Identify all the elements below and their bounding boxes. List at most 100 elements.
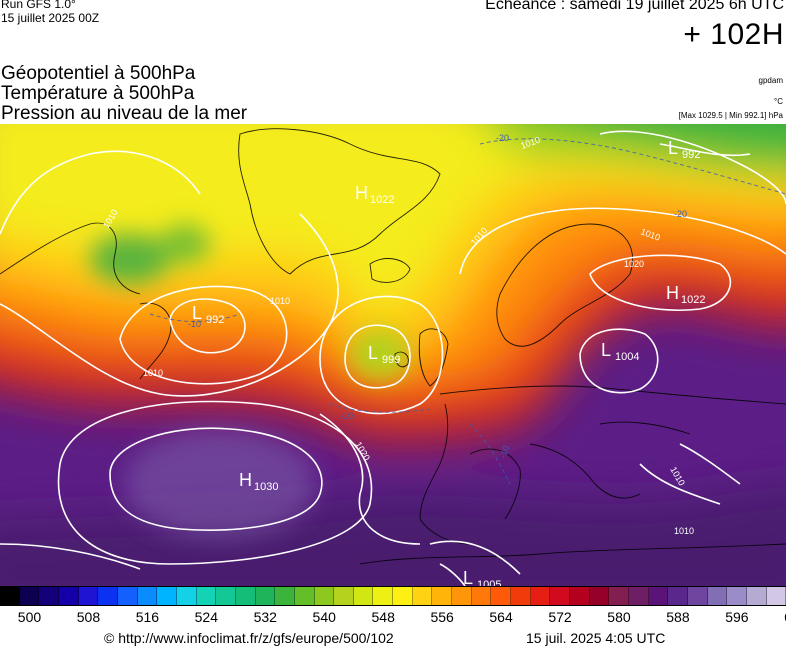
colorbar-tick-label: 556 <box>430 609 454 625</box>
temperature-label: -10 <box>188 319 201 329</box>
colorbar-tick-label: 524 <box>194 609 218 625</box>
coastlines <box>0 128 786 565</box>
colorbar-tick-label: 500 <box>17 609 42 625</box>
colorbar-swatch <box>648 587 669 605</box>
temperature-label: -10 <box>340 411 353 421</box>
colorbar-swatch <box>432 587 453 605</box>
colorbar-swatch <box>511 587 531 605</box>
colorbar-tick-label: 604 <box>784 609 786 625</box>
colorbar-swatch <box>766 587 786 605</box>
colorbar-swatch <box>550 587 571 605</box>
colorbar-swatch <box>314 587 335 605</box>
colorbar-swatch <box>117 587 138 605</box>
temperature-label: -10 <box>497 444 511 460</box>
colorbar-swatch <box>58 587 79 605</box>
colorbar-swatch <box>746 587 767 605</box>
generated-timestamp: 15 juil. 2025 4:05 UTC <box>526 630 666 646</box>
cold-cores <box>90 224 410 379</box>
colorbar-swatch <box>78 587 99 605</box>
colorbar-swatch <box>373 587 394 605</box>
unit-geopotential: gpdam <box>758 76 783 85</box>
pressure-center-type: L <box>368 343 378 363</box>
unit-temperature: °C <box>774 97 783 106</box>
isobars <box>0 130 786 586</box>
valid-time-label: Echéance : samedi 19 juillet 2025 6h UTC <box>485 0 784 13</box>
isobar-label: 1010 <box>270 296 290 306</box>
colorbar-tick-label: 508 <box>76 609 101 625</box>
colorbar-tick-label: 564 <box>489 609 513 625</box>
source-url[interactable]: © http://www.infoclimat.fr/z/gfs/europe/… <box>104 630 394 646</box>
colorbar-swatch <box>471 587 492 605</box>
colorbar-swatch <box>196 587 217 605</box>
colorbar-swatch <box>491 587 512 605</box>
pressure-center-value: 1004 <box>615 351 639 363</box>
colorbar-swatch <box>570 587 590 605</box>
pressure-center-type: H <box>666 283 679 303</box>
colorbar-swatch <box>39 587 59 605</box>
forecast-lead-label: + 102H <box>683 18 784 51</box>
pressure-center-type: H <box>239 470 252 490</box>
title-temperature: Température à 500hPa <box>1 83 195 104</box>
pressure-center-value: 1022 <box>370 194 394 206</box>
pressure-center-value: 1005 <box>477 579 501 586</box>
pressure-center-value: 992 <box>206 314 224 326</box>
colorbar-swatch <box>393 587 413 605</box>
colorbar-swatch <box>176 587 197 605</box>
colorbar-tick-label: 548 <box>371 609 395 625</box>
colorbar-tick-label: 596 <box>725 609 749 625</box>
isobar-label: 1020 <box>624 259 644 269</box>
colorbar-swatch <box>589 587 610 605</box>
colorbar-swatch <box>452 587 472 605</box>
pressure-centers: H 1030 H 1022 H 1022 L 992 L 992 L 999 L… <box>192 138 705 586</box>
colorbar-swatch <box>707 587 728 605</box>
colorbar-tick-label: 588 <box>666 609 690 625</box>
warm-dome <box>125 429 315 539</box>
temperature-label: -20 <box>496 133 509 143</box>
colorbar <box>0 586 786 606</box>
pressure-center-value: 992 <box>682 149 700 161</box>
colorbar-swatch <box>235 587 256 605</box>
colorbar-swatch <box>727 587 747 605</box>
colorbar-tick-label: 572 <box>548 609 572 625</box>
pressure-center-value: 1030 <box>254 481 278 493</box>
colorbar-swatch <box>334 587 354 605</box>
run-label: Run GFS 1.0° <box>1 0 76 11</box>
forecast-map: H 1030 H 1022 H 1022 L 992 L 992 L 999 L… <box>0 124 786 586</box>
colorbar-swatch <box>687 587 708 605</box>
pressure-center-type: L <box>601 340 611 360</box>
run-date: 15 juillet 2025 00Z <box>1 11 100 25</box>
colorbar-swatch <box>0 587 20 605</box>
colorbar-swatch <box>353 587 374 605</box>
title-pressure: Pression au niveau de la mer <box>1 103 248 124</box>
colorbar-tick-label: 532 <box>253 609 277 625</box>
colorbar-swatch <box>19 587 40 605</box>
pressure-extremes: [Max 1029.5 | Min 992.1] hPa <box>678 111 783 120</box>
colorbar-swatch <box>157 587 177 605</box>
colorbar-swatch <box>609 587 629 605</box>
colorbar-swatch <box>530 587 551 605</box>
pressure-center-value: 1022 <box>681 294 705 306</box>
pressure-center-type: L <box>192 303 202 323</box>
temperature-labels: -20 -20 -10 -10 -10 <box>188 133 687 460</box>
colorbar-swatch <box>412 587 433 605</box>
isotherms <box>149 138 786 485</box>
isobar-label: 1010 <box>143 368 163 378</box>
colorbar-swatch <box>275 587 295 605</box>
pressure-center-value: 999 <box>382 354 400 366</box>
colorbar-tick-label: 516 <box>135 609 160 625</box>
colorbar-swatch <box>216 587 236 605</box>
isobar-label: 1010 <box>674 526 694 536</box>
colorbar-swatch <box>294 587 315 605</box>
colorbar-swatch <box>668 587 688 605</box>
pressure-center-type: L <box>463 568 473 586</box>
temperature-label: -20 <box>674 209 687 219</box>
colorbar-swatch <box>98 587 118 605</box>
title-geopotential: Géopotentiel à 500hPa <box>1 63 196 84</box>
colorbar-tick-label: 580 <box>607 609 631 625</box>
colorbar-tick-label: 540 <box>312 609 336 625</box>
colorbar-swatch <box>137 587 158 605</box>
pressure-center-type: L <box>668 138 678 158</box>
colorbar-swatch <box>629 587 649 605</box>
colorbar-swatch <box>255 587 276 605</box>
pressure-center-type: H <box>355 183 368 203</box>
